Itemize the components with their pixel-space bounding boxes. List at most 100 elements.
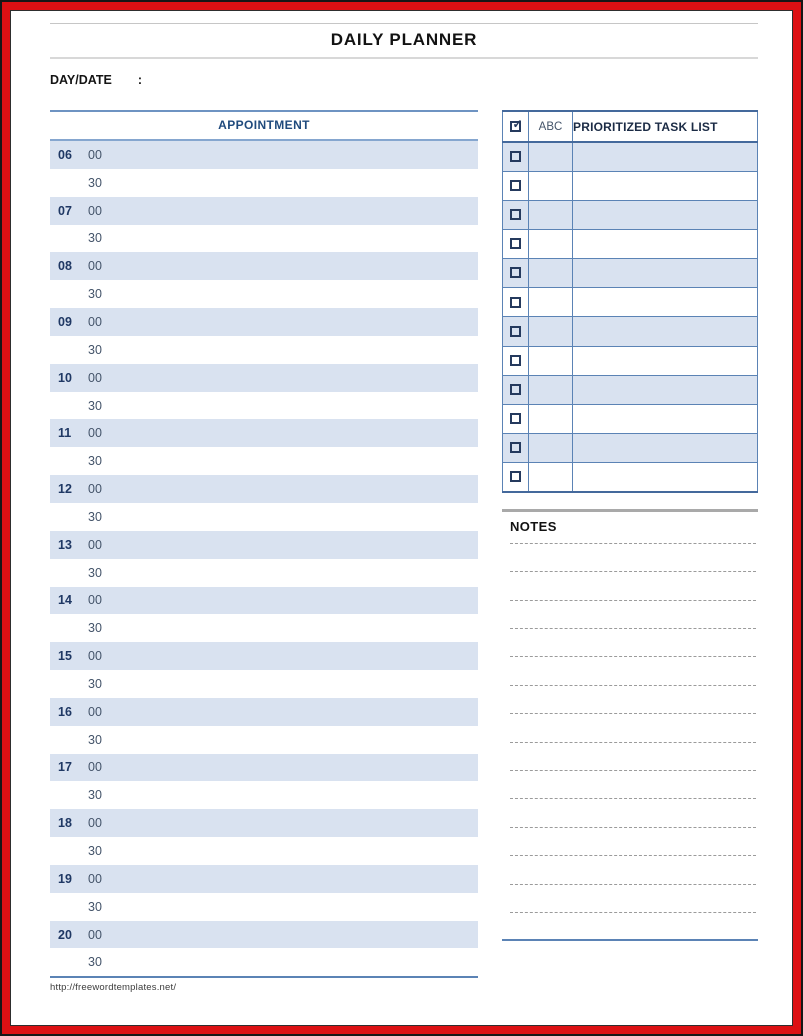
day-date-value-field[interactable] (150, 71, 758, 89)
appointment-slot-x-30[interactable]: 30 (50, 225, 478, 253)
appointment-slot-14-00[interactable]: 14 00 (50, 586, 478, 615)
unchecked-checkbox-icon[interactable] (510, 354, 521, 366)
appointment-slot-x-30[interactable]: 30 (50, 503, 478, 531)
notes-ruled-line[interactable] (510, 572, 756, 601)
unchecked-checkbox-icon[interactable] (510, 442, 521, 454)
appointment-slot-09-00[interactable]: 09 00 (50, 308, 478, 336)
notes-ruled-line[interactable] (510, 601, 756, 630)
appointment-slot-x-30[interactable]: 30 (50, 447, 478, 475)
task-text-cell[interactable] (572, 258, 758, 289)
appointment-slot-07-00[interactable]: 07 00 (50, 196, 478, 225)
notes-ruled-line[interactable] (510, 856, 756, 885)
appointment-slot-x-30[interactable]: 30 (50, 837, 478, 865)
task-text-cell[interactable] (572, 228, 758, 260)
appointment-slot-20-00[interactable]: 20 00 (50, 920, 478, 949)
appointment-bottom-rule (50, 976, 478, 979)
task-abc-cell[interactable] (528, 462, 573, 493)
task-abc-cell[interactable] (528, 287, 573, 318)
task-check-cell (502, 345, 529, 376)
task-text-cell[interactable] (572, 374, 758, 405)
task-abc-cell[interactable] (528, 228, 573, 260)
appointment-slot-x-30[interactable]: 30 (50, 559, 478, 587)
minute-label: 00 (88, 704, 102, 719)
appointment-slot-08-00[interactable]: 08 00 (50, 252, 478, 281)
appointment-header: APPOINTMENT (50, 110, 478, 141)
task-text-cell[interactable] (572, 170, 758, 201)
minute-label: 30 (88, 175, 102, 190)
notes-ruled-line[interactable] (510, 714, 756, 743)
task-abc-cell[interactable] (528, 141, 573, 172)
notes-ruled-line[interactable] (510, 771, 756, 800)
hour-label: 19 (58, 871, 72, 886)
appointment-slot-x-30[interactable]: 30 (50, 614, 478, 642)
appointment-slot-x-30[interactable]: 30 (50, 336, 478, 364)
notes-ruled-line[interactable] (510, 686, 756, 715)
task-abc-cell[interactable] (528, 199, 573, 230)
check-mark: ✓ (512, 116, 523, 131)
appointment-slot-x-30[interactable]: 30 (50, 670, 478, 698)
appointment-slot-x-30[interactable]: 30 (50, 893, 478, 921)
task-row (502, 403, 758, 435)
task-abc-cell[interactable] (528, 403, 573, 435)
unchecked-checkbox-icon[interactable] (510, 296, 521, 308)
appointment-slot-x-30[interactable]: 30 (50, 726, 478, 754)
unchecked-checkbox-icon[interactable] (510, 384, 521, 396)
unchecked-checkbox-icon[interactable] (510, 267, 521, 279)
task-text-cell[interactable] (572, 433, 758, 464)
task-text-cell[interactable] (572, 316, 758, 347)
task-check-cell (502, 433, 529, 464)
appointment-slot-x-30[interactable]: 30 (50, 948, 478, 976)
task-text-cell[interactable] (572, 199, 758, 230)
appointment-slot-x-30[interactable]: 30 (50, 392, 478, 420)
task-abc-cell[interactable] (528, 345, 573, 376)
notes-ruled-line[interactable] (510, 743, 756, 771)
task-abc-cell[interactable] (528, 258, 573, 289)
appointment-slot-06-00[interactable]: 06 00 (50, 141, 478, 169)
task-text-cell[interactable] (572, 345, 758, 376)
minute-label: 00 (88, 482, 102, 497)
minute-label: 30 (88, 342, 102, 357)
task-abc-cell[interactable] (528, 374, 573, 405)
appointment-slot-15-00[interactable]: 15 00 (50, 642, 478, 671)
minute-label: 00 (88, 816, 102, 831)
task-row (502, 345, 758, 376)
appointment-slot-17-00[interactable]: 17 00 (50, 753, 478, 782)
unchecked-checkbox-icon[interactable] (510, 413, 521, 425)
footer-url-link[interactable]: http://freewordtemplates.net/ (50, 982, 177, 994)
task-text-cell[interactable] (572, 403, 758, 435)
appointment-slot-x-30[interactable]: 30 (50, 280, 478, 308)
task-abc-cell[interactable] (528, 316, 573, 347)
notes-ruled-line[interactable] (510, 828, 756, 857)
unchecked-checkbox-icon[interactable] (510, 325, 521, 337)
unchecked-checkbox-icon[interactable] (510, 209, 521, 221)
appointment-section: APPOINTMENT 06 00 30 07 00 30 08 00 30 09 00 30 10 00… (50, 110, 478, 993)
appointment-slot-11-00[interactable]: 11 00 (50, 419, 478, 448)
notes-ruled-line[interactable] (510, 544, 756, 573)
appointment-slot-x-30[interactable]: 30 (50, 169, 478, 197)
task-text-cell[interactable] (572, 141, 758, 172)
notes-ruled-line[interactable] (510, 885, 756, 913)
appointment-slot-x-30[interactable]: 30 (50, 781, 478, 809)
appointment-slot-10-00[interactable]: 10 00 (50, 363, 478, 392)
task-check-cell (502, 462, 529, 493)
unchecked-checkbox-icon[interactable] (510, 471, 521, 483)
notes-ruled-line[interactable] (510, 799, 756, 828)
hour-label: 13 (58, 537, 72, 552)
appointment-slot-16-00[interactable]: 16 00 (50, 697, 478, 726)
appointment-slot-13-00[interactable]: 13 00 (50, 530, 478, 559)
task-abc-cell[interactable] (528, 433, 573, 464)
unchecked-checkbox-icon[interactable] (510, 151, 521, 163)
unchecked-checkbox-icon[interactable] (510, 238, 521, 250)
notes-header: NOTES (510, 512, 756, 544)
notes-ruled-line[interactable] (510, 657, 756, 686)
task-abc-cell[interactable] (528, 170, 573, 201)
appointment-slot-18-00[interactable]: 18 00 (50, 809, 478, 838)
task-text-cell[interactable] (572, 287, 758, 318)
appointment-slot-12-00[interactable]: 12 00 (50, 475, 478, 503)
notes-top-rule (502, 508, 758, 512)
task-text-cell[interactable] (572, 462, 758, 493)
minute-label: 30 (88, 732, 102, 747)
unchecked-checkbox-icon[interactable] (510, 180, 521, 191)
notes-ruled-line[interactable] (510, 629, 756, 658)
appointment-slot-19-00[interactable]: 19 00 (50, 864, 478, 893)
